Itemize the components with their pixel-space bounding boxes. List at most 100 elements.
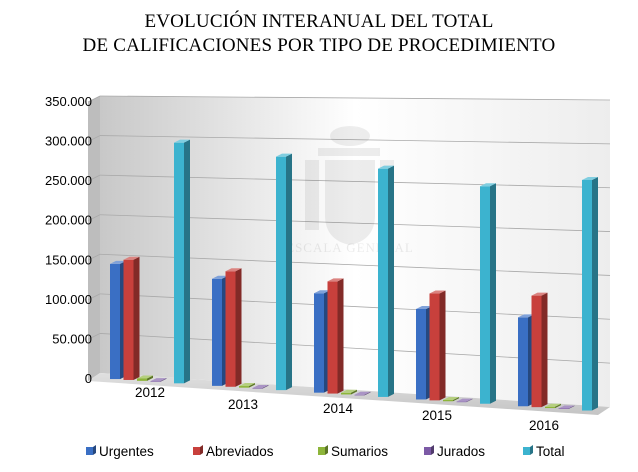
legend-swatch-side (325, 445, 328, 455)
y-tick-label: 200.000 (45, 213, 92, 228)
bar-top (276, 153, 292, 157)
bar-top (456, 398, 473, 402)
bar-side (466, 398, 473, 403)
bar-front (276, 156, 286, 391)
bar-top (212, 275, 228, 279)
bar (252, 384, 269, 389)
bar-front (239, 386, 249, 388)
bar-front (429, 293, 440, 401)
bar-side (262, 384, 269, 389)
legend-swatch (193, 447, 200, 455)
y-tick-label: 100.000 (45, 292, 92, 307)
bar-side (351, 389, 357, 395)
gridline-side (87, 214, 101, 222)
legend-swatch (424, 447, 431, 455)
bar (429, 290, 446, 401)
bar-top (341, 389, 357, 393)
chart-title-line-1: EVOLUCIÓN INTERANUAL DEL TOTAL (144, 11, 494, 32)
bar-top (378, 165, 394, 169)
bar-side (147, 375, 153, 381)
bar (137, 375, 153, 381)
bars (110, 139, 598, 411)
bar-top (150, 378, 167, 382)
legend-item: Abreviados (193, 444, 274, 459)
legend-label: Total (536, 444, 565, 459)
legend-swatch (318, 447, 325, 455)
bar (456, 398, 473, 403)
y-axis-tick-labels: 0 50.000 100.000 150.000 200.000 250.000 300.0… (45, 94, 92, 386)
bar-side (555, 403, 561, 409)
gridline-side (87, 253, 101, 261)
x-axis-category-labels: 2012 2013 2014 2015 2016 (135, 385, 559, 433)
bar-top (443, 396, 459, 400)
bar-top (545, 403, 561, 407)
bar (123, 256, 140, 380)
legend-swatch-side (93, 445, 96, 455)
bar-front (531, 295, 542, 408)
bar (341, 389, 357, 395)
legend-swatch (86, 447, 93, 455)
bar-side (568, 405, 575, 409)
bar-side (541, 292, 548, 408)
category-label: 2016 (529, 418, 559, 433)
bar-top (123, 256, 140, 260)
bar-front (123, 259, 134, 380)
bar (174, 139, 190, 384)
chart-title: EVOLUCIÓN INTERANUAL DEL TOTAL DE CALIFI… (0, 10, 638, 58)
bar-front (545, 406, 555, 409)
bar-side (286, 153, 292, 391)
bar-front (518, 317, 528, 407)
bar-top (531, 292, 548, 296)
legend-item: Urgentes (86, 444, 154, 459)
gridline (99, 135, 611, 145)
legend-item: Jurados (424, 444, 485, 459)
bar-front (327, 281, 338, 394)
legend-label: Abreviados (206, 444, 274, 459)
bar-side (235, 268, 242, 387)
bar-top (137, 375, 153, 379)
bar (150, 378, 167, 382)
bar-side (490, 183, 496, 404)
bar-top (327, 278, 344, 282)
y-tick-label: 350.000 (45, 94, 92, 109)
bar-top (252, 384, 269, 388)
category-label: 2015 (422, 408, 452, 423)
bar-front (443, 399, 453, 402)
bar (531, 292, 548, 408)
gridline-side (87, 333, 101, 340)
legend-item: Total (523, 444, 565, 459)
y-tick-label: 150.000 (45, 252, 92, 267)
bar-front (212, 278, 222, 386)
legend-label: Jurados (437, 444, 485, 459)
legend-label: Urgentes (99, 444, 154, 459)
left-wall (88, 96, 100, 381)
bar (354, 391, 371, 396)
bar-side (453, 396, 459, 402)
bar-side (337, 278, 344, 394)
bar (327, 278, 344, 394)
bar-top (314, 290, 330, 294)
gridline-side (87, 174, 101, 182)
bar (378, 165, 394, 397)
bar-side (160, 378, 167, 382)
y-tick-label: 300.000 (45, 134, 92, 149)
y-tick-label: 250.000 (45, 173, 92, 188)
category-label: 2013 (228, 397, 258, 412)
bar-front (480, 186, 490, 404)
bar-front (174, 142, 184, 384)
legend: Urgentes Abreviados Sumarios Jurados Total (86, 444, 565, 459)
bar-front (137, 378, 147, 381)
category-label: 2014 (323, 401, 354, 416)
gridline (99, 95, 611, 101)
bar-top (174, 139, 190, 143)
bar-side (364, 391, 371, 396)
category-label: 2012 (135, 385, 165, 400)
bar-front (456, 401, 467, 403)
bar-top (582, 176, 598, 180)
gridline-side (87, 95, 101, 103)
bar-side (133, 256, 140, 380)
y-tick-label: 0 (85, 371, 92, 386)
bar-front (354, 394, 365, 396)
bar-front (378, 168, 388, 397)
